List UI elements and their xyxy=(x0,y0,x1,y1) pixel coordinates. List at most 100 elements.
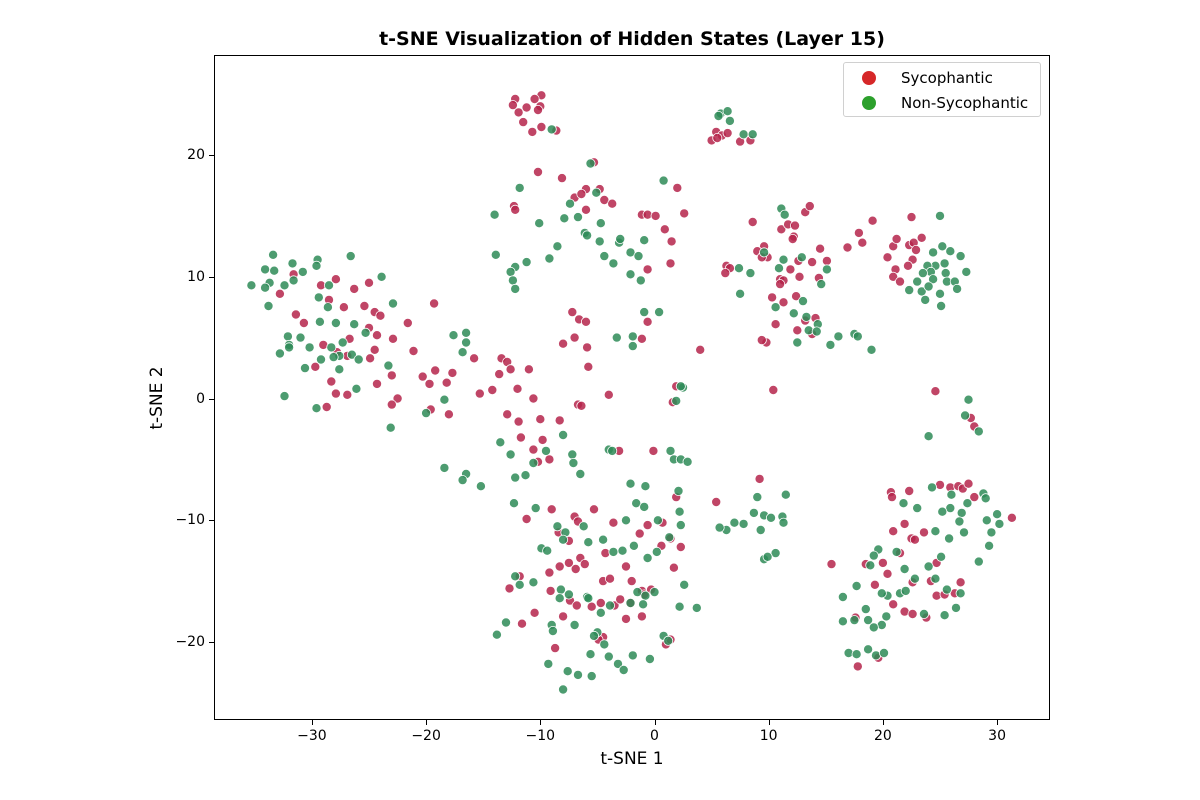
data-point xyxy=(532,105,543,116)
data-point xyxy=(625,269,636,280)
data-point xyxy=(457,475,468,486)
data-point xyxy=(916,232,927,243)
data-point xyxy=(620,613,631,624)
data-point xyxy=(583,593,594,604)
data-point xyxy=(542,545,553,556)
data-point xyxy=(937,241,948,252)
data-point xyxy=(360,327,371,338)
data-point xyxy=(770,319,781,330)
data-point xyxy=(441,377,452,388)
data-point xyxy=(386,370,397,381)
data-point xyxy=(558,684,569,695)
y-tick-label: 0 xyxy=(196,390,205,407)
x-tick-label: 10 xyxy=(759,728,778,744)
data-point xyxy=(649,587,660,598)
data-point xyxy=(537,434,548,445)
data-point xyxy=(992,509,1003,520)
data-point xyxy=(528,393,539,404)
data-point xyxy=(274,348,285,359)
data-point xyxy=(857,237,868,248)
data-point xyxy=(608,546,619,557)
data-point xyxy=(754,473,765,484)
data-point xyxy=(909,534,920,545)
data-point xyxy=(774,263,785,274)
data-point xyxy=(903,260,914,271)
data-point xyxy=(747,216,758,227)
data-point xyxy=(863,644,874,655)
data-point xyxy=(288,275,299,286)
data-point xyxy=(853,227,864,238)
data-point xyxy=(778,517,789,528)
data-point xyxy=(298,317,309,328)
data-point xyxy=(659,224,670,235)
data-point xyxy=(337,337,348,348)
data-point xyxy=(868,622,879,633)
data-point xyxy=(586,601,597,612)
data-point xyxy=(899,518,910,529)
data-point xyxy=(642,552,653,563)
data-point xyxy=(906,212,917,223)
data-point xyxy=(936,551,947,562)
data-point xyxy=(825,339,836,350)
data-point xyxy=(675,520,686,531)
data-point xyxy=(521,257,532,268)
data-point xyxy=(881,611,892,622)
x-tick-label: 30 xyxy=(988,728,1007,744)
data-point xyxy=(599,639,610,650)
data-point xyxy=(891,546,902,557)
data-point xyxy=(313,292,324,303)
data-point xyxy=(917,268,928,279)
data-point xyxy=(540,445,551,456)
data-point xyxy=(919,609,930,620)
data-point xyxy=(371,378,382,389)
data-point xyxy=(767,292,778,303)
data-point xyxy=(636,611,647,622)
data-point xyxy=(673,485,684,496)
data-point xyxy=(778,254,789,265)
data-point xyxy=(714,522,725,533)
data-point xyxy=(530,503,541,514)
data-point xyxy=(779,209,790,220)
data-point xyxy=(505,266,516,277)
data-point xyxy=(928,274,939,285)
data-point xyxy=(523,364,534,375)
data-point xyxy=(608,258,619,269)
data-point xyxy=(321,401,332,412)
data-point xyxy=(595,607,606,618)
data-point xyxy=(720,268,731,279)
data-point xyxy=(963,478,974,489)
data-point xyxy=(785,264,796,275)
data-point xyxy=(1006,512,1017,523)
data-point xyxy=(439,462,450,473)
data-point xyxy=(554,593,565,604)
data-point xyxy=(627,331,638,342)
legend-marker-icon xyxy=(862,96,876,110)
x-tick-mark xyxy=(540,720,542,725)
data-point xyxy=(807,257,818,268)
data-point xyxy=(311,403,322,414)
y-tick-mark xyxy=(209,520,214,522)
data-point xyxy=(792,325,803,336)
data-point xyxy=(563,589,574,600)
data-point xyxy=(268,249,279,260)
data-point xyxy=(620,561,631,572)
data-point xyxy=(567,307,578,318)
data-point xyxy=(562,666,573,677)
data-point xyxy=(898,498,909,509)
data-point xyxy=(860,604,871,615)
data-point xyxy=(923,431,934,442)
data-point xyxy=(429,298,440,309)
data-point xyxy=(563,557,574,568)
data-point xyxy=(576,400,587,411)
data-point xyxy=(269,265,280,276)
data-point xyxy=(664,532,675,543)
data-point xyxy=(567,449,578,460)
x-tick-label: 20 xyxy=(873,728,892,744)
data-point xyxy=(578,521,589,532)
data-point xyxy=(297,266,308,277)
data-point xyxy=(911,244,922,255)
x-tick-mark xyxy=(882,720,884,725)
data-point xyxy=(359,300,370,311)
data-point xyxy=(552,521,563,532)
data-point xyxy=(895,276,906,287)
